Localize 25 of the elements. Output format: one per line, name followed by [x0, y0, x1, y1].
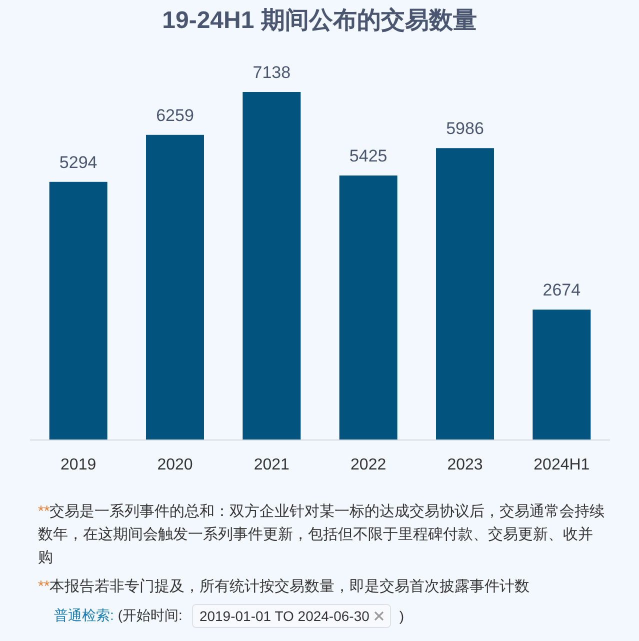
x-tick-label: 2022 [350, 456, 386, 474]
bar [532, 310, 591, 440]
chart-title: 19-24H1 期间公布的交易数量 [161, 6, 478, 36]
text: 普通检索: [54, 607, 114, 625]
data-label: 2674 [542, 280, 581, 300]
data-label: 6259 [156, 106, 194, 125]
x-tick-label: 2019 [60, 456, 96, 474]
bar [49, 182, 108, 440]
x-tick-label: 2024H1 [534, 456, 590, 474]
x-tick-label: 2023 [447, 456, 483, 474]
text: ) [399, 608, 404, 624]
data-label: 7138 [252, 63, 291, 82]
text: 2019-01-01 TO 2024-06-30 [199, 608, 370, 624]
text: **交易是一系列事件的总和：双方企业针对某一标的达成交易协议后，交易通常会持续数年，在这期间会触发一系列事件更新，包括但不限于里程碑付款、交易更新、收并购 [38, 502, 606, 568]
bar [146, 134, 204, 440]
data-label: 5294 [59, 152, 98, 172]
text: (开始时间: [118, 607, 182, 625]
data-label: 5986 [446, 119, 484, 138]
bar [436, 148, 494, 440]
bar [339, 176, 398, 440]
text: **本报告若非专门提及，所有统计按交易数量，即是交易首次披露事件计数 [38, 577, 531, 597]
data-label: 5425 [349, 146, 388, 166]
bar [242, 92, 301, 440]
x-tick-label: 2021 [254, 456, 290, 474]
x-tick-label: 2020 [157, 456, 193, 474]
